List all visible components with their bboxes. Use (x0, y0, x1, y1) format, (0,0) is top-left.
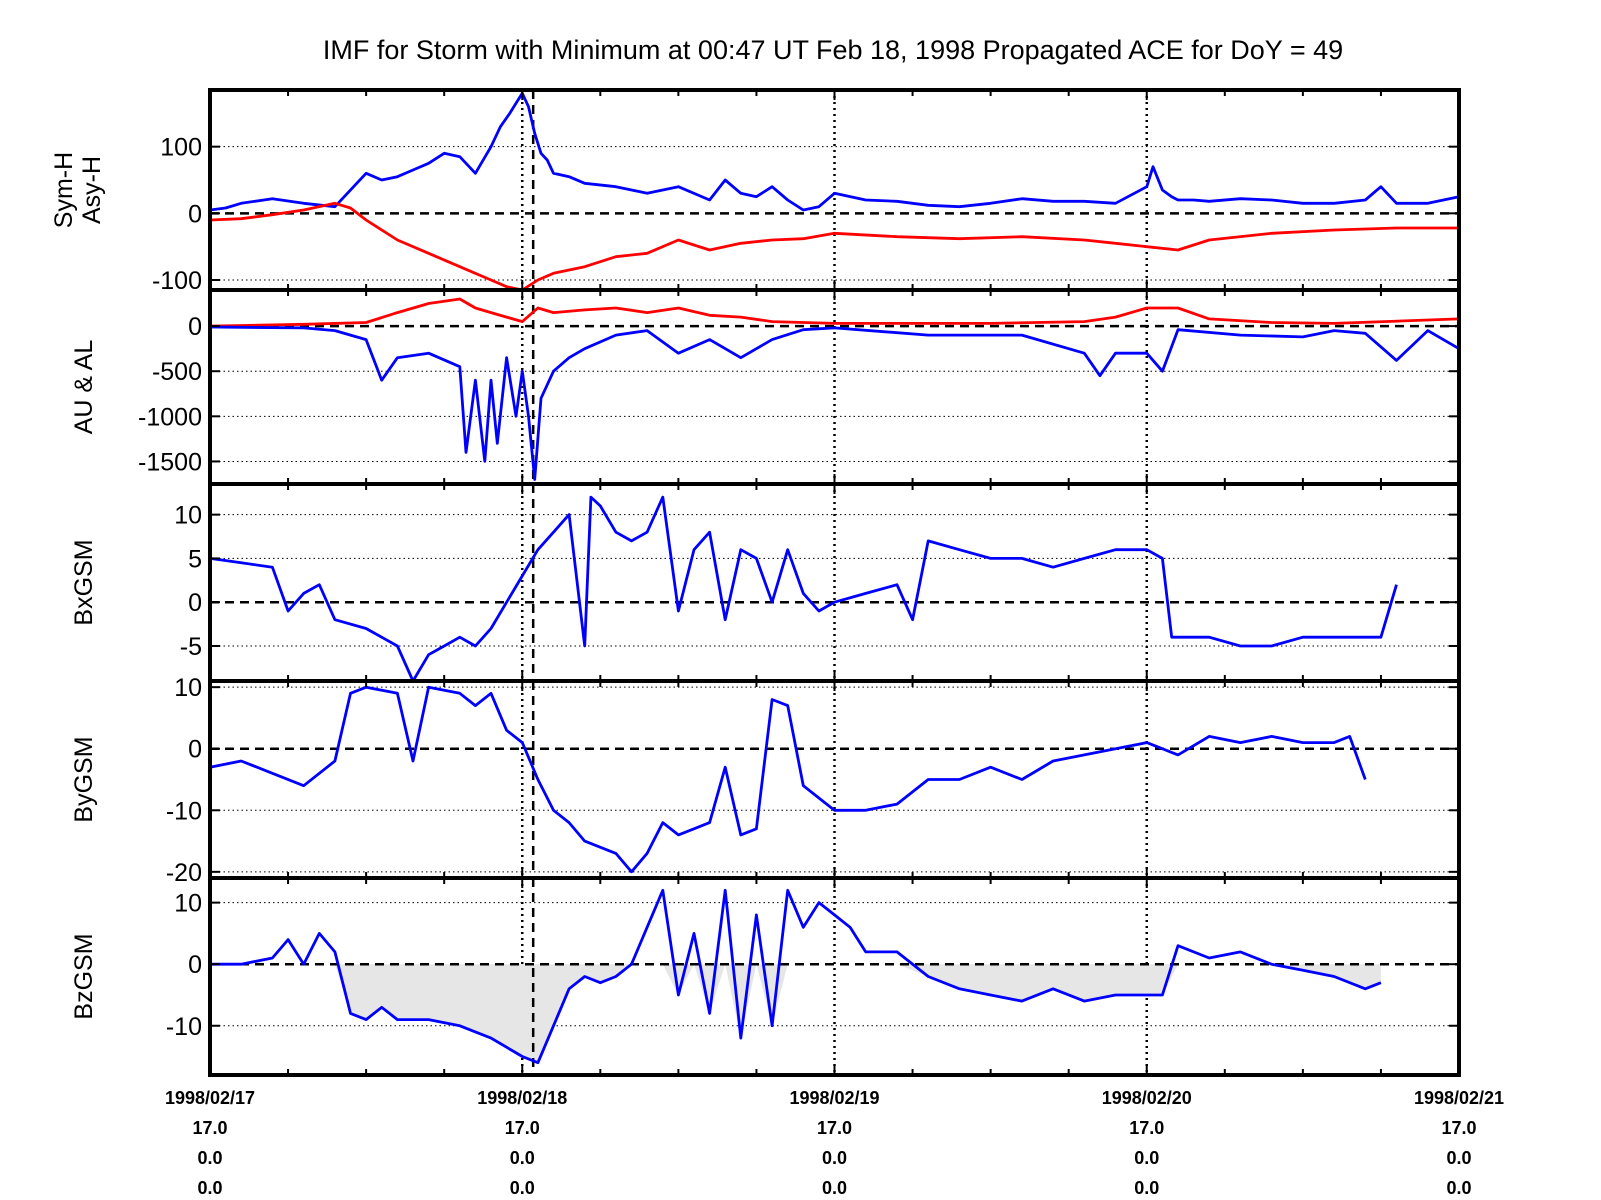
x-tick-label-group: 1998/02/17 17.0 0.0 0.0 (165, 1088, 255, 1198)
series-line-sym-h (209, 201, 1459, 292)
x-tick-label-line: 17.0 (1129, 1118, 1164, 1138)
x-tick-label-date: 1998/02/21 (1414, 1088, 1504, 1108)
x-tick-label-line: 17.0 (1441, 1118, 1476, 1138)
y-axis-label: Asy-H (78, 156, 106, 224)
y-tick-label: -10 (166, 1013, 202, 1041)
x-tick-label-line: 0.0 (510, 1178, 535, 1198)
x-tick-label-line: 0.0 (510, 1148, 535, 1168)
x-tick-label-line: 0.0 (1446, 1148, 1471, 1168)
y-axis-label: Sym-H (50, 152, 78, 228)
series-line-bzgsm (210, 888, 1382, 1065)
x-tick-label-line: 17.0 (505, 1118, 540, 1138)
panel-frame (208, 679, 1461, 880)
y-tick-label: 0 (188, 589, 202, 617)
x-tick-label-date: 1998/02/18 (477, 1088, 567, 1108)
x-tick-label-line: 17.0 (817, 1118, 852, 1138)
x-tick-label-group: 1998/02/20 17.0 0.0 0.0 (1102, 1088, 1192, 1198)
x-tick-label-date: 1998/02/17 (165, 1088, 255, 1108)
y-tick-label: -1500 (138, 448, 202, 476)
bz-negative-fill (210, 964, 1381, 1063)
y-tick-label: 100 (160, 134, 202, 162)
series-line-bxgsm (209, 495, 1398, 683)
series-line-bygsm (209, 685, 1367, 874)
x-tick-label-group: 1998/02/19 17.0 0.0 0.0 (789, 1088, 879, 1198)
y-tick-label: -5 (180, 633, 202, 661)
y-tick-label: 0 (188, 736, 202, 764)
x-tick-label-group: 1998/02/18 17.0 0.0 0.0 (477, 1088, 567, 1198)
panel-1: -100 0 100 Sym-H Asy-H (50, 88, 1461, 295)
x-tick-label-line: 0.0 (822, 1178, 847, 1198)
x-tick-label-date: 1998/02/20 (1102, 1088, 1192, 1108)
y-tick-label: -500 (152, 358, 202, 386)
x-tick-label-line: 0.0 (1446, 1178, 1471, 1198)
y-tick-label: 10 (174, 502, 202, 530)
y-axis-label: AU & AL (70, 340, 98, 435)
y-tick-label: 10 (174, 890, 202, 918)
panel-frame (208, 482, 1461, 683)
y-tick-label: 0 (188, 313, 202, 341)
y-axis-label: BzGSM (70, 933, 98, 1019)
y-tick-label: -100 (152, 267, 202, 295)
panel-5: -10 0 10 BzGSM (70, 876, 1461, 1077)
x-tick-label-line: 0.0 (197, 1148, 222, 1168)
panel-4: -20 -10 0 10 ByGSM (70, 674, 1461, 887)
y-tick-label: -20 (166, 859, 202, 887)
x-tick-label-line: 0.0 (197, 1178, 222, 1198)
panel-3: -5 0 5 10 BxGSM (70, 482, 1461, 683)
series-line-au (209, 297, 1460, 328)
x-tick-label-line: 0.0 (822, 1148, 847, 1168)
x-tick-label-line: 0.0 (1134, 1178, 1159, 1198)
series-line-asy-h (209, 91, 1460, 212)
x-axis-tick-labels: 1998/02/17 17.0 0.0 0.0 1998/02/18 17.0 0.0 0.0… (165, 1088, 1504, 1198)
y-tick-label: 10 (174, 674, 202, 702)
y-axis-label: ByGSM (70, 736, 98, 822)
y-tick-label: 0 (188, 200, 202, 228)
x-tick-label-date: 1998/02/19 (789, 1088, 879, 1108)
y-axis-label: BxGSM (70, 539, 98, 625)
y-tick-label: -10 (166, 797, 202, 825)
y-tick-label: -1000 (138, 403, 202, 431)
series-line-al (209, 325, 1460, 481)
x-tick-label-line: 0.0 (1134, 1148, 1159, 1168)
x-tick-label-group: 1998/02/21 17.0 0.0 0.0 (1414, 1088, 1504, 1198)
chart-title: IMF for Storm with Minimum at 00:47 UT F… (323, 35, 1343, 65)
y-tick-label: 0 (188, 951, 202, 979)
y-tick-label: 5 (188, 545, 202, 573)
panel-2: -1500 -1000 -500 0 AU & AL (70, 288, 1461, 486)
x-tick-label-line: 17.0 (192, 1118, 227, 1138)
